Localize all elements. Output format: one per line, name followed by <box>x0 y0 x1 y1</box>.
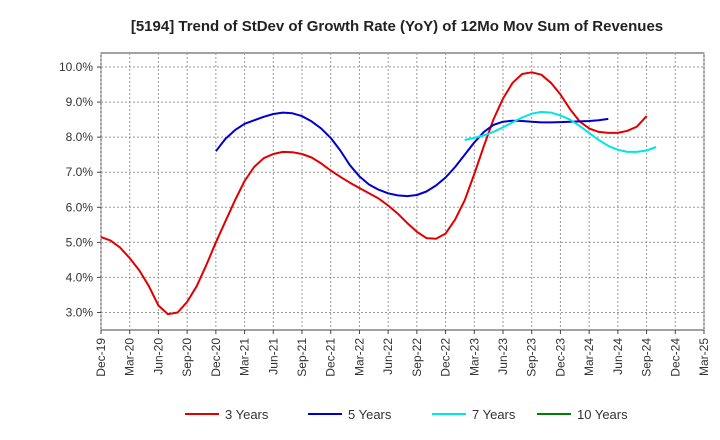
y-axis: 3.0% 4.0% 5.0% 6.0% 7.0% 8.0% 9.0% 10.0% <box>59 60 101 319</box>
y-tick-label: 9.0% <box>66 95 94 109</box>
y-tick-label: 6.0% <box>66 200 94 214</box>
x-tick-label: Sep-24 <box>640 338 654 377</box>
x-tick-label: Dec-22 <box>439 338 453 377</box>
chart-title: [5194] Trend of StDev of Growth Rate (Yo… <box>131 18 663 35</box>
x-tick-label: Dec-21 <box>324 338 338 377</box>
y-tick-label: 10.0% <box>59 60 93 74</box>
y-tick-label: 5.0% <box>66 235 94 249</box>
legend-label: 5 Years <box>348 407 392 422</box>
series-line-3-years <box>100 71 648 316</box>
x-tick-label: Sep-23 <box>525 338 539 377</box>
x-tick-label: Mar-24 <box>582 338 596 376</box>
legend-label: 10 Years <box>577 407 628 422</box>
x-tick-label: Jun-21 <box>266 338 280 375</box>
y-tick-label: 7.0% <box>66 165 94 179</box>
y-tick-label: 4.0% <box>66 270 94 284</box>
x-tick-label: Jun-20 <box>151 338 165 375</box>
x-axis: Dec-19 Mar-20 Jun-20 Sep-20 Dec-20 Mar-21 Jun-… <box>94 330 711 377</box>
x-tick-label: Mar-22 <box>352 338 366 376</box>
x-tick-label: Jun-23 <box>496 338 510 375</box>
series-line-7-years <box>464 110 657 153</box>
x-tick-label: Sep-20 <box>180 338 194 377</box>
x-tick-label: Mar-23 <box>467 338 481 376</box>
x-tick-label: Sep-21 <box>295 338 309 377</box>
y-tick-label: 8.0% <box>66 130 94 144</box>
x-tick-label: Mar-21 <box>238 338 252 376</box>
x-tick-label: Sep-22 <box>410 338 424 377</box>
legend-label: 3 Years <box>225 407 269 422</box>
y-tick-label: 3.0% <box>66 305 94 319</box>
x-tick-label: Dec-20 <box>209 338 223 377</box>
series-group <box>100 71 657 316</box>
x-tick-label: Dec-19 <box>94 338 108 377</box>
legend: 3 Years 5 Years 7 Years 10 Years <box>185 407 628 422</box>
x-tick-label: Mar-20 <box>123 338 137 376</box>
x-tick-label: Dec-24 <box>668 338 682 377</box>
x-tick-label: Dec-23 <box>553 338 567 377</box>
series-line-5-years <box>215 111 609 198</box>
x-tick-label: Jun-24 <box>611 338 625 375</box>
x-tick-label: Jun-22 <box>381 338 395 375</box>
legend-label: 7 Years <box>472 407 516 422</box>
x-tick-label: Mar-25 <box>697 338 711 376</box>
plot-area <box>100 52 705 331</box>
